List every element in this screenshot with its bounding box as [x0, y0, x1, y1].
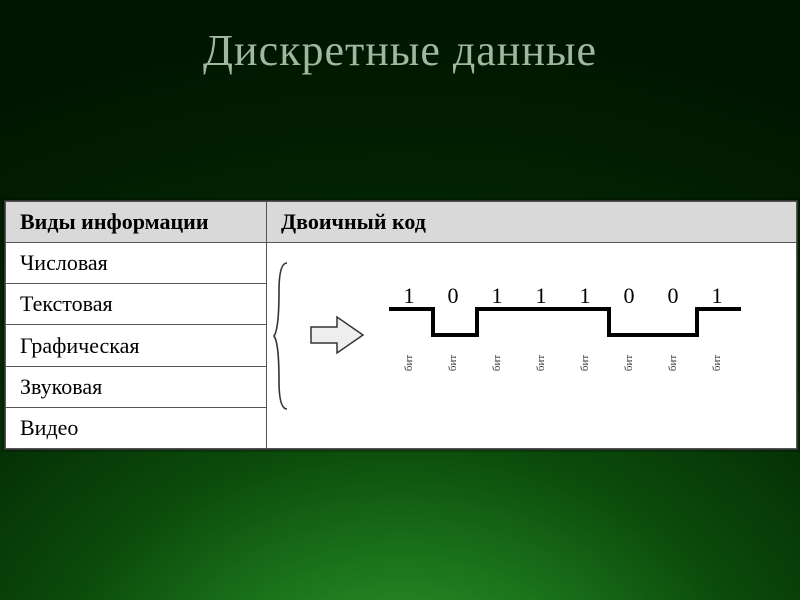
cell-binary-diagram: 1 0 1 1 1 0 0 1 бит — [267, 243, 797, 449]
bit-label: бит — [695, 343, 739, 383]
info-table: Виды информации Двоичный код Числовая — [4, 200, 798, 450]
col-header-binary: Двоичный код — [267, 202, 797, 243]
brace-icon — [273, 261, 293, 411]
bit-label: бит — [563, 343, 607, 383]
bit-labels: бит бит бит бит бит бит бит бит — [387, 343, 739, 383]
arrow-icon — [307, 313, 367, 357]
page-title: Дискретные данные — [0, 25, 800, 76]
bit-label: бит — [387, 343, 431, 383]
square-wave — [387, 305, 743, 341]
cell-type-numeric: Числовая — [6, 243, 267, 284]
bit-label: бит — [651, 343, 695, 383]
table-header-row: Виды информации Двоичный код — [6, 202, 797, 243]
bit-label: бит — [607, 343, 651, 383]
binary-diagram: 1 0 1 1 1 0 0 1 бит — [267, 243, 796, 448]
cell-type-audio: Звуковая — [6, 366, 267, 407]
table: Виды информации Двоичный код Числовая — [5, 201, 797, 449]
table-row: Числовая 1 0 1 1 — [6, 243, 797, 284]
cell-type-video: Видео — [6, 407, 267, 448]
slide: Дискретные данные Виды информации Двоичн… — [0, 0, 800, 600]
bit-label: бит — [475, 343, 519, 383]
wave-path — [389, 309, 741, 335]
arrow-shape — [311, 317, 363, 353]
cell-type-text: Текстовая — [6, 284, 267, 325]
bit-label: бит — [431, 343, 475, 383]
col-header-types: Виды информации — [6, 202, 267, 243]
cell-type-graphic: Графическая — [6, 325, 267, 366]
bit-label: бит — [519, 343, 563, 383]
